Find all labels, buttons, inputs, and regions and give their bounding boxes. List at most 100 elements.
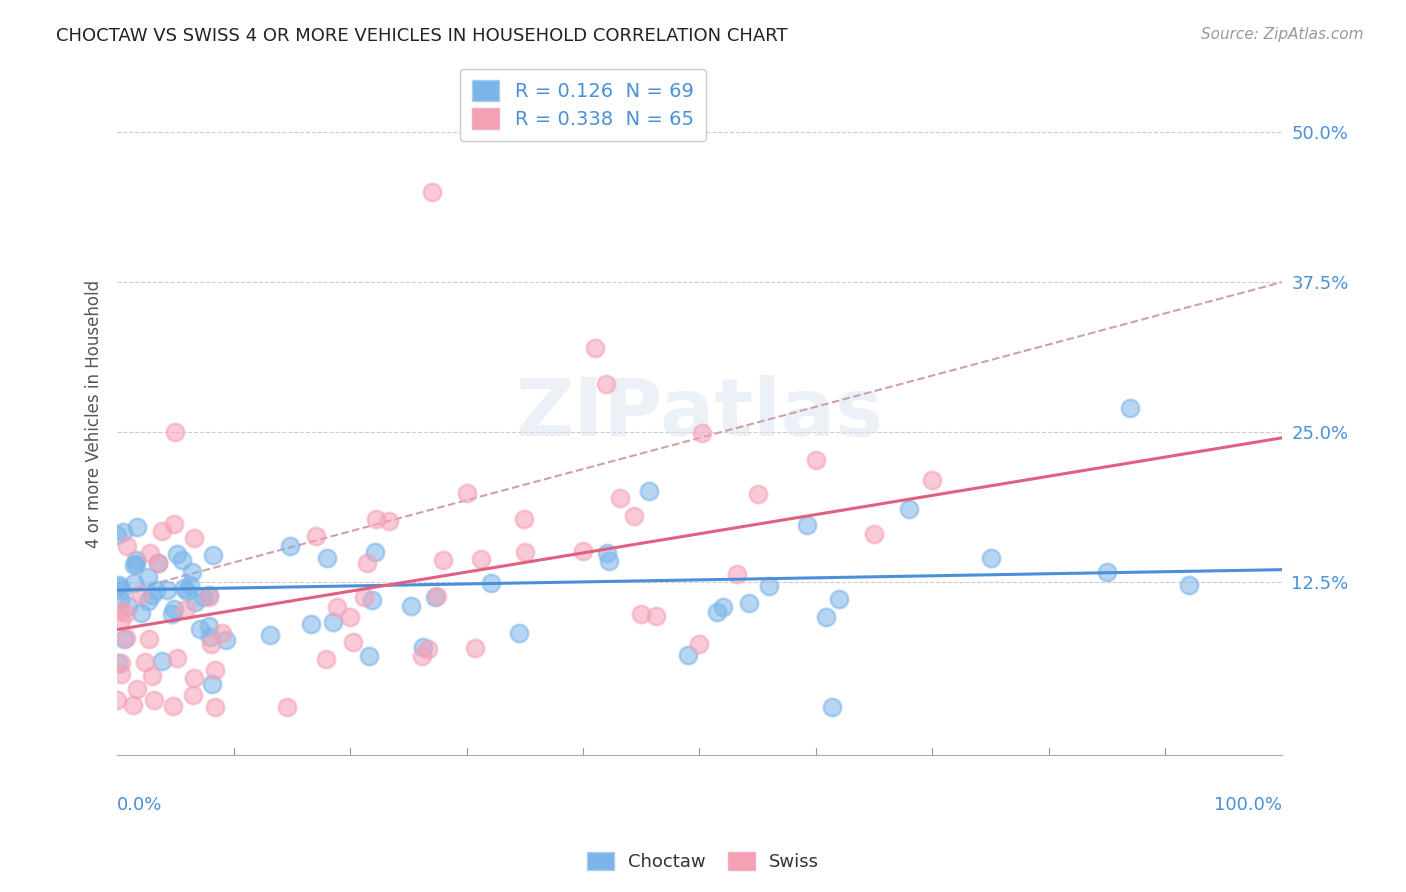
Point xyxy=(360,593,382,607)
Point xyxy=(198,630,221,644)
Point xyxy=(181,688,204,702)
Text: CHOCTAW VS SWISS 4 OR MORE VEHICLES IN HOUSEHOLD CORRELATION CHART: CHOCTAW VS SWISS 4 OR MORE VEHICLES IN H… xyxy=(56,27,787,45)
Point xyxy=(339,610,361,624)
Point xyxy=(821,700,844,714)
Point xyxy=(136,593,159,607)
Point xyxy=(299,616,322,631)
Point xyxy=(112,632,135,647)
Point xyxy=(108,580,131,594)
Point xyxy=(139,546,162,560)
Point xyxy=(114,606,136,620)
Point xyxy=(804,453,827,467)
Point xyxy=(623,508,645,523)
Point xyxy=(146,556,169,570)
Point xyxy=(598,554,620,568)
Point xyxy=(198,619,221,633)
Point xyxy=(711,600,734,615)
Point xyxy=(128,587,150,601)
Point xyxy=(898,501,921,516)
Point xyxy=(278,539,301,553)
Point xyxy=(110,656,132,670)
Point xyxy=(117,599,139,613)
Point xyxy=(583,341,606,355)
Point xyxy=(416,642,439,657)
Legend: Choctaw, Swiss: Choctaw, Swiss xyxy=(579,845,827,879)
Point xyxy=(122,558,145,572)
Point xyxy=(204,700,226,714)
Point xyxy=(316,551,339,566)
Point xyxy=(136,569,159,583)
Point xyxy=(863,527,886,541)
Point xyxy=(688,637,710,651)
Point xyxy=(108,604,131,618)
Point xyxy=(174,602,197,616)
Point xyxy=(644,609,666,624)
Point xyxy=(150,655,173,669)
Text: 100.0%: 100.0% xyxy=(1213,797,1282,814)
Point xyxy=(259,628,281,642)
Point xyxy=(692,425,714,440)
Point xyxy=(173,581,195,595)
Point xyxy=(129,607,152,621)
Point xyxy=(706,605,728,619)
Point xyxy=(595,546,617,560)
Point xyxy=(112,524,135,539)
Point xyxy=(200,637,222,651)
Point xyxy=(572,543,595,558)
Point xyxy=(188,622,211,636)
Point xyxy=(342,635,364,649)
Text: ZIPatlas: ZIPatlas xyxy=(516,375,883,453)
Point xyxy=(630,607,652,621)
Point xyxy=(595,376,617,391)
Point xyxy=(512,512,534,526)
Point xyxy=(747,487,769,501)
Point xyxy=(276,700,298,714)
Point xyxy=(479,575,502,590)
Point xyxy=(125,520,148,534)
Point xyxy=(201,548,224,562)
Point xyxy=(138,632,160,647)
Point xyxy=(326,600,349,615)
Point xyxy=(758,579,780,593)
Point xyxy=(738,596,761,610)
Point xyxy=(423,590,446,604)
Point xyxy=(150,524,173,538)
Point xyxy=(305,528,328,542)
Point xyxy=(211,625,233,640)
Point xyxy=(198,590,221,604)
Point xyxy=(125,557,148,571)
Point xyxy=(108,593,131,607)
Point xyxy=(176,584,198,599)
Point xyxy=(638,484,661,499)
Point xyxy=(166,651,188,665)
Point xyxy=(141,588,163,602)
Text: 0.0%: 0.0% xyxy=(117,797,163,814)
Point xyxy=(1119,401,1142,415)
Point xyxy=(134,655,156,669)
Point xyxy=(204,663,226,677)
Point xyxy=(143,693,166,707)
Point xyxy=(141,669,163,683)
Point xyxy=(107,656,129,670)
Text: Source: ZipAtlas.com: Source: ZipAtlas.com xyxy=(1201,27,1364,42)
Point xyxy=(921,473,943,487)
Point xyxy=(426,589,449,603)
Point xyxy=(399,599,422,613)
Point xyxy=(162,698,184,713)
Point xyxy=(322,615,344,629)
Legend: R = 0.126  N = 69, R = 0.338  N = 65: R = 0.126 N = 69, R = 0.338 N = 65 xyxy=(460,69,706,141)
Point xyxy=(105,527,128,541)
Point xyxy=(363,545,385,559)
Point xyxy=(828,591,851,606)
Point xyxy=(470,552,492,566)
Point xyxy=(198,588,221,602)
Point xyxy=(814,610,837,624)
Point xyxy=(115,631,138,645)
Point xyxy=(184,594,207,608)
Point xyxy=(181,566,204,580)
Point xyxy=(110,666,132,681)
Point xyxy=(456,486,478,500)
Point xyxy=(980,551,1002,566)
Y-axis label: 4 or more Vehicles in Household: 4 or more Vehicles in Household xyxy=(86,280,103,548)
Point xyxy=(201,676,224,690)
